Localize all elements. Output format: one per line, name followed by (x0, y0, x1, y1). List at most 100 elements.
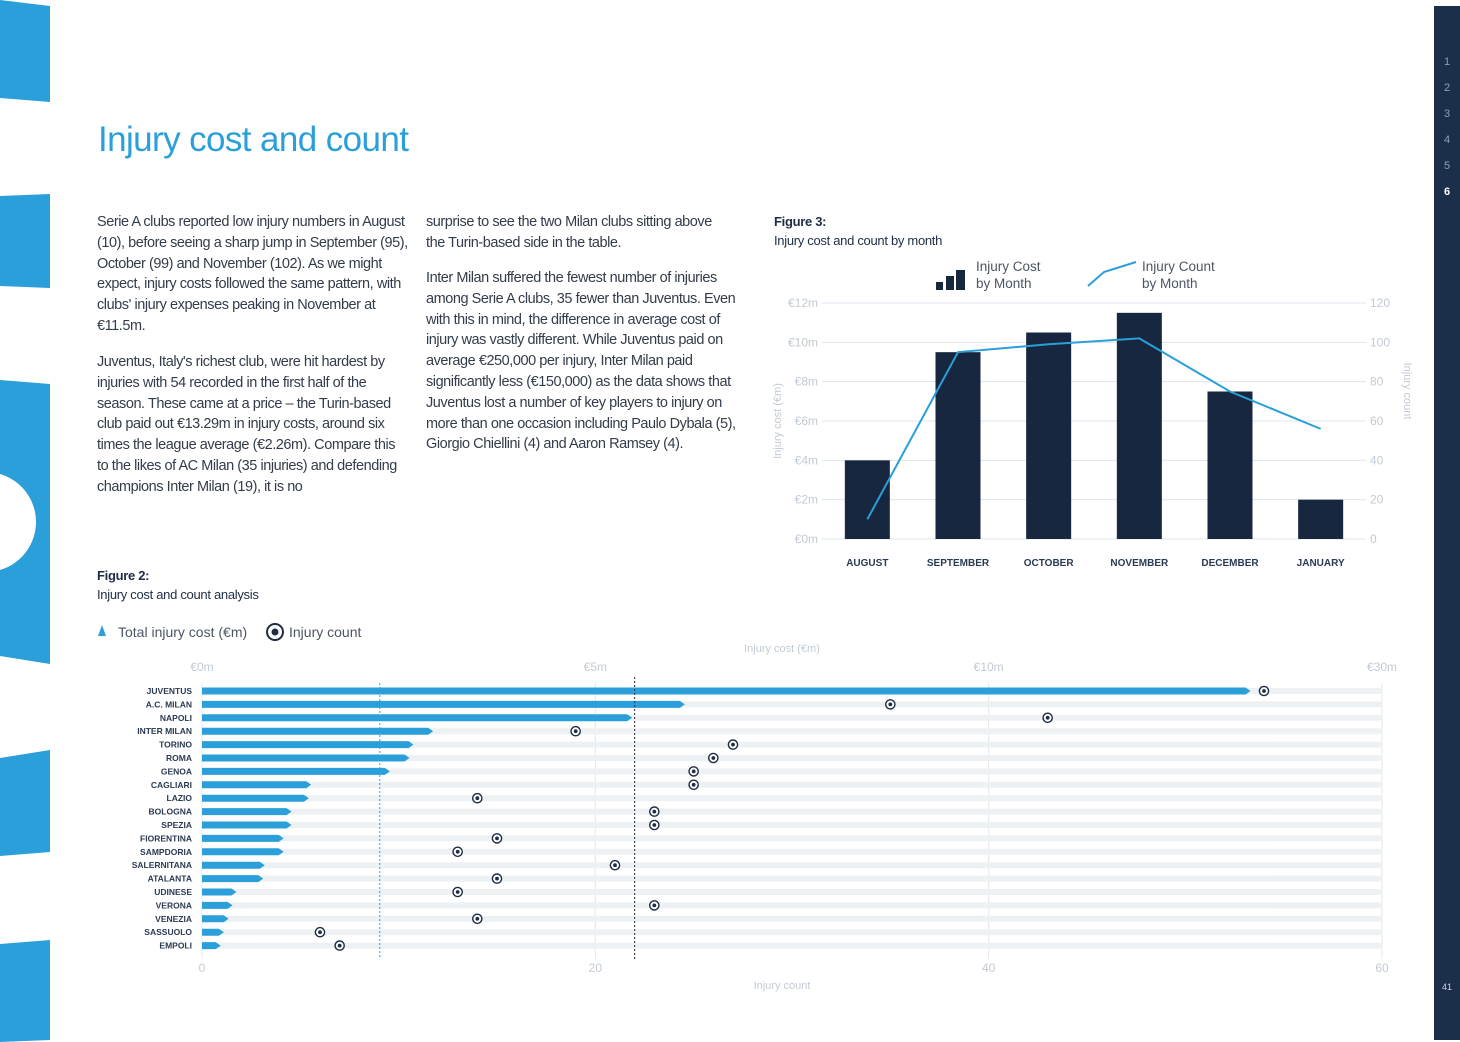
y-tick-label: JUVENTUS (147, 686, 193, 696)
x-bottom-axis-title: Injury count (754, 980, 811, 992)
point-injury-count-dot (691, 769, 696, 774)
y-tick-label: CAGLIARI (151, 780, 192, 790)
y-tick-label: SASSUOLO (144, 927, 192, 937)
y-right-axis-title: Injury count (1401, 363, 1413, 420)
point-injury-count-dot (475, 916, 480, 921)
legend-count-label-line1: Injury Count (1142, 259, 1215, 274)
x-bottom-tick-label: 40 (982, 961, 996, 975)
bar-injury-cost (202, 915, 229, 923)
bar-injury-cost (202, 834, 284, 842)
stripe-shape-3 (0, 380, 50, 664)
point-injury-count-dot (652, 809, 657, 814)
row-track (202, 808, 1382, 815)
point-injury-count-dot (711, 756, 716, 760)
x-top-tick-label: €10m (974, 660, 1004, 674)
x-bottom-tick-label: 20 (589, 961, 603, 975)
bar-injury-cost (202, 741, 414, 749)
bar-injury-cost (1298, 499, 1344, 539)
bar-injury-cost (935, 352, 981, 539)
section-nav: 1 2 3 4 5 6 41 (1434, 6, 1460, 1040)
row-track (202, 835, 1382, 842)
y-tick-label: VENEZIA (155, 914, 192, 924)
bar-injury-cost (202, 942, 221, 950)
figure2-number: Figure 2: (97, 568, 150, 583)
nav-item-6[interactable]: 6 (1443, 186, 1451, 198)
bar-injury-cost (202, 875, 264, 883)
figure2-label: Figure 2: (97, 568, 150, 583)
bar-injury-cost (202, 767, 390, 775)
nav-item-4[interactable]: 4 (1443, 134, 1451, 146)
x-tick-label: OCTOBER (1024, 558, 1075, 569)
point-injury-count-dot (1262, 689, 1266, 693)
point-injury-count-dot (318, 930, 322, 935)
y-right-tick-label: 100 (1370, 335, 1390, 349)
point-injury-count-dot (652, 823, 657, 827)
y-right-tick-label: 40 (1370, 453, 1384, 467)
y-tick-label: €2m (795, 493, 818, 507)
y-tick-label: SPEZIA (161, 820, 192, 830)
point-injury-count-dot (691, 782, 696, 787)
point-injury-count-dot (613, 863, 617, 868)
y-tick-label: BOLOGNA (149, 807, 192, 817)
y-tick-label: ROMA (166, 753, 192, 763)
legend-count-icon (1087, 261, 1137, 287)
row-track (202, 902, 1382, 909)
point-injury-count-dot (455, 849, 460, 854)
nav-item-2[interactable]: 2 (1443, 82, 1451, 94)
y-tick-label: A.C. MILAN (146, 699, 192, 709)
stripe-shape-5 (0, 940, 50, 1042)
x-tick-label: DECEMBER (1201, 558, 1259, 569)
point-injury-count-dot (495, 876, 499, 881)
bar-injury-cost (202, 727, 434, 735)
legend-cost-label-line2: by Month (976, 276, 1032, 291)
y-tick-label: €4m (795, 453, 818, 467)
bar-injury-cost (202, 794, 309, 802)
row-track (202, 889, 1382, 895)
legend-count-icon-dot (271, 628, 279, 636)
x-top-tick-label: €0m (190, 660, 213, 674)
y-tick-label: TORINO (159, 740, 192, 750)
y-tick-label: €12m (788, 296, 818, 310)
point-injury-count-dot (495, 836, 499, 841)
row-track (202, 795, 1382, 802)
legend-count-label-line2: by Month (1142, 276, 1198, 291)
legend-count-label: Injury count (289, 624, 361, 640)
y-tick-label: ATALANTA (148, 874, 192, 884)
nav-item-3[interactable]: 3 (1443, 108, 1451, 120)
y-right-tick-label: 120 (1370, 296, 1390, 310)
nav-item-1[interactable]: 1 (1443, 56, 1451, 68)
bar-injury-cost (202, 781, 312, 789)
bar-injury-cost (202, 901, 233, 909)
page-number: 41 (1441, 982, 1452, 992)
bar-injury-cost (844, 460, 890, 539)
bar-injury-cost (202, 861, 265, 869)
stripe-shape-4 (0, 750, 50, 856)
figure3-caption: Injury cost and count by month (774, 233, 943, 248)
y-axis-title: Injury cost (€m) (772, 383, 784, 459)
legend-cost-label-line1: Injury Cost (976, 259, 1041, 274)
y-tick-label: LAZIO (167, 793, 193, 803)
bar-injury-cost (202, 821, 292, 829)
bar-injury-cost (1116, 312, 1162, 539)
y-tick-label: NAPOLI (160, 713, 192, 723)
x-bottom-tick-label: 60 (1375, 961, 1389, 975)
y-tick-label: INTER MILAN (137, 726, 192, 736)
x-tick-label: NOVEMBER (1110, 558, 1169, 569)
stripe-shape-2 (0, 194, 50, 288)
y-tick-label: EMPOLI (159, 941, 192, 951)
x-tick-label: JANUARY (1297, 558, 1345, 569)
x-top-tick-label: €30m (1367, 660, 1397, 674)
row-track (202, 942, 1382, 949)
x-top-axis-title: Injury cost (€m) (744, 643, 820, 655)
figure3-label: Figure 3: (774, 214, 827, 229)
y-right-tick-label: 20 (1370, 493, 1384, 507)
stripe-shape-1 (0, 0, 50, 102)
nav-item-5[interactable]: 5 (1443, 160, 1451, 172)
bar-injury-cost (202, 848, 284, 856)
row-track (202, 929, 1382, 936)
point-injury-count-dot (455, 890, 460, 894)
row-track (202, 768, 1382, 775)
legend-cost-label: Total injury cost (€m) (118, 624, 247, 640)
bar-injury-cost (1026, 332, 1072, 539)
line-injury-count (866, 337, 1322, 520)
